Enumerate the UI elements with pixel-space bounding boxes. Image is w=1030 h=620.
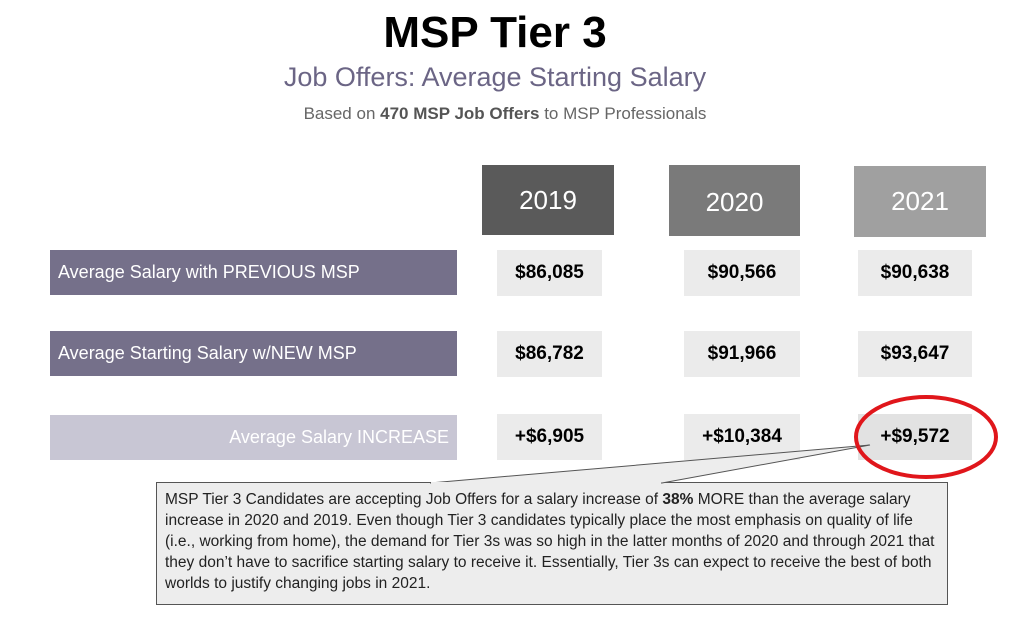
basis-count: 470 MSP Job Offers: [380, 104, 540, 123]
row-label-new: Average Starting Salary w/NEW MSP: [50, 331, 457, 376]
row-label-previous: Average Salary with PREVIOUS MSP: [50, 250, 457, 295]
callout-box: MSP Tier 3 Candidates are accepting Job …: [156, 482, 948, 605]
value-cell: $86,085: [497, 250, 602, 296]
value-cell-highlighted: +$9,572: [858, 414, 972, 460]
callout-text-rest: MORE than the average salary increase in…: [165, 491, 935, 592]
value-cell: +$6,905: [497, 414, 602, 460]
year-header-2019: 2019: [482, 165, 614, 235]
value-cell: $91,966: [684, 331, 800, 377]
highlight-circle: [854, 395, 998, 479]
basis-suffix: to MSP Professionals: [539, 104, 707, 123]
year-header-2020: 2020: [669, 165, 800, 236]
callout-pointer: [429, 444, 871, 484]
basis-text: Based on 470 MSP Job Offers to MSP Profe…: [0, 104, 1010, 124]
row-label-increase: Average Salary INCREASE: [50, 415, 457, 460]
value-cell: $90,566: [684, 250, 800, 296]
value-cell: $90,638: [858, 250, 972, 296]
basis-prefix: Based on: [303, 104, 381, 123]
callout-percent: 38%: [662, 491, 694, 508]
value-cell: $86,782: [497, 331, 602, 377]
value-cell: $93,647: [858, 331, 972, 377]
year-header-2021: 2021: [854, 166, 986, 237]
callout-text: MSP Tier 3 Candidates are accepting Job …: [165, 491, 663, 508]
page-title: MSP Tier 3: [383, 8, 607, 57]
page-subtitle: Job Offers: Average Starting Salary: [283, 62, 707, 92]
